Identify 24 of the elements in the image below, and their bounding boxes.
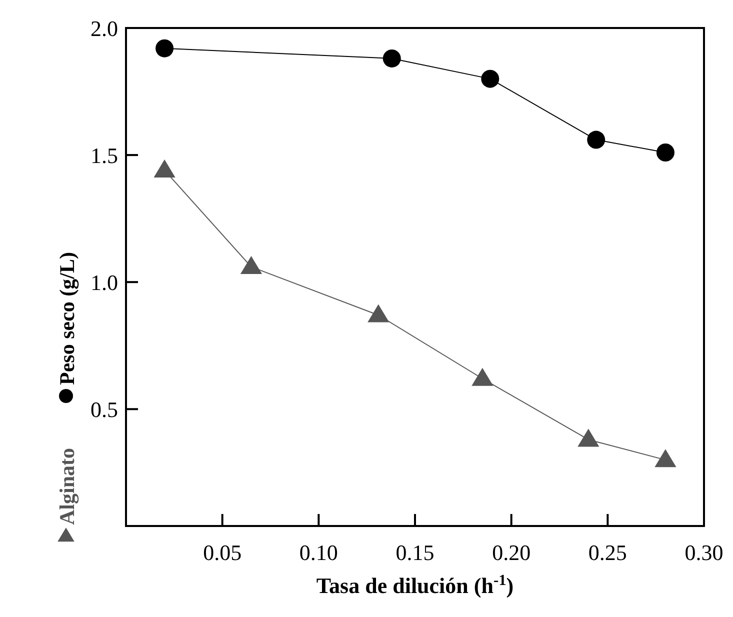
point: [587, 130, 606, 149]
point: [154, 159, 176, 178]
point: [578, 428, 600, 447]
x-tick-label: 0.05: [203, 540, 242, 565]
y-tick-label: 2.0: [90, 16, 118, 41]
point: [472, 368, 494, 386]
point: [240, 256, 262, 274]
x-axis-title: Tasa de dilución (h$^{-1}$): [316, 572, 514, 598]
point: [656, 144, 674, 162]
x-tick-label: 0.20: [492, 540, 531, 565]
text: Peso seco (g/L): [55, 252, 79, 385]
y-tick-label: 0.5: [90, 397, 118, 422]
x-tick-label: 0.10: [299, 540, 338, 565]
text: Alginato: [55, 448, 79, 525]
point: [654, 449, 676, 468]
point: [156, 39, 174, 58]
x-tick-label: 0.30: [684, 540, 724, 565]
point: [368, 304, 390, 322]
x-tick-label: 0.25: [588, 540, 627, 565]
point: [481, 70, 500, 88]
y-tick-label: 1.0: [90, 270, 118, 296]
point: [382, 49, 401, 68]
y-tick-label: 1.5: [90, 143, 118, 168]
x-tick-label: 0.15: [396, 540, 434, 565]
